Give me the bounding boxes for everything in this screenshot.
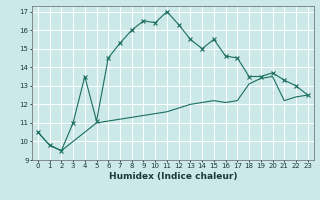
X-axis label: Humidex (Indice chaleur): Humidex (Indice chaleur) — [108, 172, 237, 181]
